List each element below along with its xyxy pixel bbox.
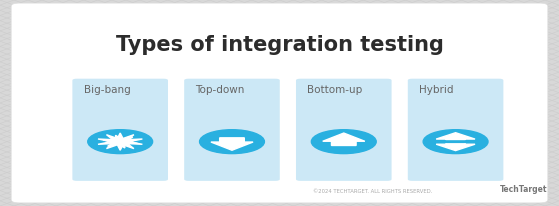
Text: Hybrid: Hybrid [419, 85, 453, 96]
Circle shape [423, 130, 488, 154]
Text: Bottom-up: Bottom-up [307, 85, 362, 96]
Polygon shape [98, 133, 143, 150]
Text: TechTarget: TechTarget [500, 185, 548, 194]
FancyBboxPatch shape [11, 3, 548, 203]
FancyBboxPatch shape [184, 79, 280, 181]
Polygon shape [211, 138, 253, 150]
FancyBboxPatch shape [408, 79, 503, 181]
Text: ©2024 TECHTARGET. ALL RIGHTS RESERVED.: ©2024 TECHTARGET. ALL RIGHTS RESERVED. [313, 189, 432, 194]
FancyBboxPatch shape [296, 79, 391, 181]
Polygon shape [436, 144, 475, 151]
Circle shape [311, 130, 376, 154]
Polygon shape [436, 133, 475, 139]
Circle shape [88, 130, 153, 154]
Text: Big-bang: Big-bang [84, 85, 130, 96]
Circle shape [200, 130, 264, 154]
Text: Types of integration testing: Types of integration testing [116, 35, 443, 55]
Polygon shape [103, 135, 138, 148]
Polygon shape [323, 133, 365, 145]
Text: Top-down: Top-down [196, 85, 245, 96]
FancyBboxPatch shape [73, 79, 168, 181]
